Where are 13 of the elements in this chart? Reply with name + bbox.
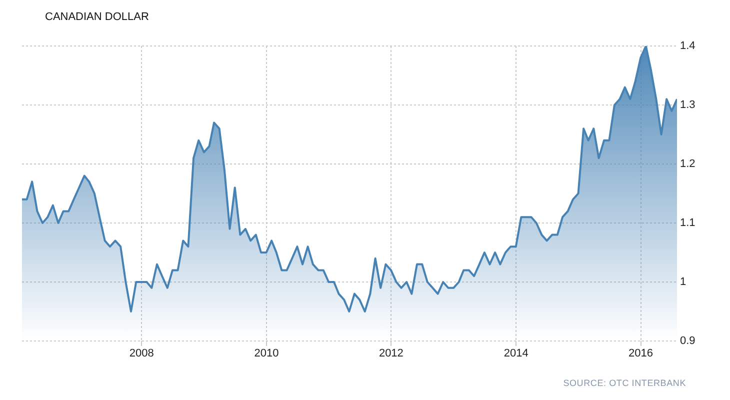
x-tick-label: 2010 <box>254 348 279 360</box>
x-tick-label: 2012 <box>378 348 404 360</box>
chart-title: CANADIAN DOLLAR <box>45 11 149 23</box>
y-tick-label: 0.9 <box>680 335 696 348</box>
y-tick-label: 1 <box>680 276 686 288</box>
y-tick-label: 1.3 <box>680 99 696 112</box>
y-tick-label: 1.4 <box>680 40 696 52</box>
x-tick-label: 2014 <box>504 348 528 360</box>
y-tick-label: 1.2 <box>680 158 696 170</box>
y-tick-label: 1.1 <box>680 217 696 230</box>
source-note: SOURCE: OTC INTERBANK <box>563 378 686 388</box>
x-tick-label: 2016 <box>628 348 654 360</box>
x-tick-label: 2008 <box>129 348 154 360</box>
